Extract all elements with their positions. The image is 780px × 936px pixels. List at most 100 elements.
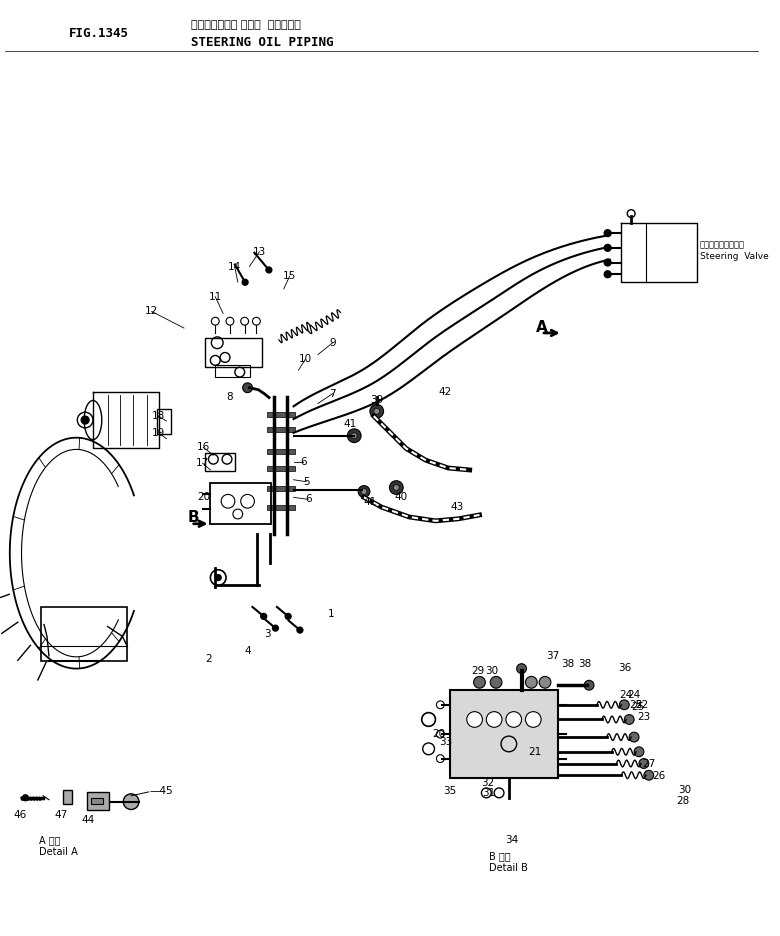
Text: 5: 5 bbox=[303, 476, 310, 487]
Circle shape bbox=[466, 711, 482, 727]
Circle shape bbox=[516, 664, 526, 674]
Circle shape bbox=[370, 404, 384, 418]
Text: 34: 34 bbox=[505, 835, 519, 845]
Text: STEERING OIL PIPING: STEERING OIL PIPING bbox=[191, 37, 333, 50]
Text: 14: 14 bbox=[229, 262, 242, 272]
Text: 20: 20 bbox=[432, 729, 445, 739]
Text: 17: 17 bbox=[196, 458, 209, 468]
Circle shape bbox=[539, 677, 551, 688]
Bar bbox=[205, 453, 235, 471]
Circle shape bbox=[261, 613, 267, 620]
Text: 21: 21 bbox=[529, 747, 542, 757]
Text: ステアリングバルブ: ステアリングバルブ bbox=[700, 241, 745, 249]
Circle shape bbox=[266, 267, 271, 273]
Text: 2: 2 bbox=[205, 654, 211, 664]
Text: 30: 30 bbox=[679, 785, 692, 795]
Text: 41: 41 bbox=[363, 497, 377, 507]
Bar bbox=[267, 412, 295, 417]
Text: 16: 16 bbox=[197, 443, 210, 452]
Text: 47: 47 bbox=[54, 811, 67, 820]
Text: 39: 39 bbox=[370, 394, 383, 404]
Circle shape bbox=[584, 680, 594, 690]
Bar bbox=[267, 466, 295, 471]
Text: A: A bbox=[536, 319, 548, 334]
Circle shape bbox=[604, 259, 611, 266]
Bar bbox=[62, 790, 73, 804]
Circle shape bbox=[627, 210, 635, 217]
Text: 43: 43 bbox=[450, 502, 463, 512]
Circle shape bbox=[23, 795, 28, 800]
Text: 11: 11 bbox=[209, 292, 222, 301]
Text: B: B bbox=[188, 510, 200, 525]
Circle shape bbox=[215, 575, 222, 580]
Text: 24: 24 bbox=[619, 690, 633, 700]
Circle shape bbox=[347, 429, 361, 443]
Text: 9: 9 bbox=[329, 338, 336, 348]
Circle shape bbox=[486, 711, 502, 727]
Text: 18: 18 bbox=[152, 411, 165, 421]
Text: 24: 24 bbox=[627, 690, 640, 700]
Circle shape bbox=[629, 732, 639, 742]
Text: 20: 20 bbox=[197, 492, 210, 503]
Text: 36: 36 bbox=[618, 663, 631, 673]
Circle shape bbox=[285, 613, 291, 620]
Circle shape bbox=[639, 758, 649, 768]
Text: 41: 41 bbox=[344, 419, 357, 429]
Bar bbox=[267, 486, 295, 490]
Text: B 詳細: B 詳細 bbox=[489, 852, 511, 861]
Text: 31: 31 bbox=[483, 788, 496, 797]
Text: Detail B: Detail B bbox=[489, 863, 528, 873]
Text: 15: 15 bbox=[283, 271, 296, 281]
Text: 6: 6 bbox=[305, 494, 311, 505]
Bar bbox=[87, 792, 108, 810]
Text: 38: 38 bbox=[579, 659, 592, 668]
Text: 25: 25 bbox=[629, 700, 643, 709]
Circle shape bbox=[604, 229, 611, 237]
Text: ステアリング　 オイル  パイピング: ステアリング オイル パイピング bbox=[191, 20, 300, 30]
Circle shape bbox=[242, 279, 248, 285]
Bar bbox=[215, 365, 250, 377]
Text: —45: —45 bbox=[150, 786, 173, 796]
Circle shape bbox=[624, 714, 634, 724]
Circle shape bbox=[243, 383, 253, 393]
Text: 4: 4 bbox=[244, 646, 251, 656]
Text: 42: 42 bbox=[438, 387, 452, 397]
Text: 22: 22 bbox=[635, 700, 648, 709]
Text: FIG.1345: FIG.1345 bbox=[69, 27, 129, 39]
Text: 29: 29 bbox=[471, 665, 484, 676]
Text: 3: 3 bbox=[264, 629, 271, 639]
Text: Detail A: Detail A bbox=[39, 846, 78, 856]
Bar bbox=[267, 449, 295, 454]
Circle shape bbox=[644, 770, 654, 780]
Circle shape bbox=[123, 794, 139, 810]
Circle shape bbox=[634, 747, 644, 756]
Text: 46: 46 bbox=[13, 811, 27, 820]
Text: 10: 10 bbox=[299, 355, 312, 364]
Bar bbox=[267, 427, 295, 431]
Circle shape bbox=[604, 244, 611, 251]
Circle shape bbox=[491, 677, 502, 688]
Bar bbox=[157, 409, 172, 433]
Text: Steering  Valve: Steering Valve bbox=[700, 252, 768, 261]
Bar bbox=[267, 505, 295, 510]
Circle shape bbox=[81, 417, 89, 424]
Text: 38: 38 bbox=[561, 659, 574, 668]
Circle shape bbox=[619, 700, 629, 709]
Text: 1: 1 bbox=[328, 608, 334, 619]
Circle shape bbox=[297, 627, 303, 633]
Bar bbox=[211, 483, 271, 524]
Circle shape bbox=[272, 625, 278, 631]
Circle shape bbox=[351, 432, 357, 439]
Circle shape bbox=[604, 271, 611, 278]
Text: 32: 32 bbox=[480, 778, 494, 788]
Text: 26: 26 bbox=[652, 771, 665, 782]
Text: 44: 44 bbox=[81, 815, 94, 826]
Text: 6: 6 bbox=[300, 457, 307, 467]
Text: A 詳細: A 詳細 bbox=[39, 835, 61, 845]
Text: 28: 28 bbox=[676, 796, 690, 806]
Circle shape bbox=[506, 711, 522, 727]
Bar bbox=[91, 797, 103, 804]
Text: 23: 23 bbox=[637, 711, 651, 722]
Bar bbox=[41, 607, 127, 661]
Text: 30: 30 bbox=[486, 665, 498, 676]
